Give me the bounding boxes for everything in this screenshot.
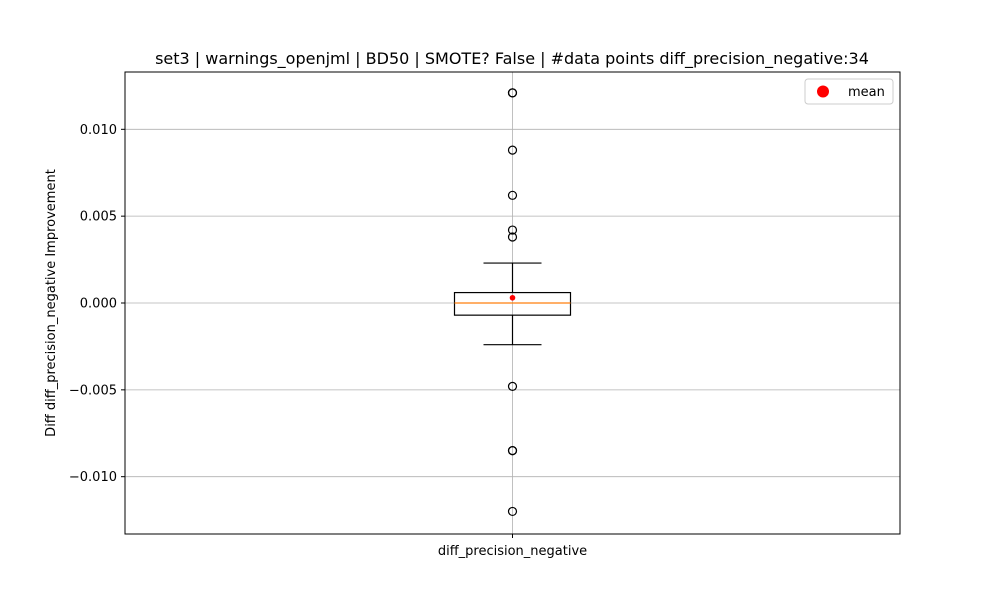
mean-marker	[509, 294, 516, 301]
y-tick-label: 0.000	[80, 297, 117, 312]
outlier-point	[507, 145, 518, 155]
y-tick-label: −0.005	[69, 383, 117, 398]
outlier-point	[507, 506, 518, 517]
outlier-point	[507, 446, 518, 456]
y-tick-label: 0.010	[80, 123, 117, 138]
outlier-point	[507, 225, 518, 235]
y-tick-label: −0.010	[69, 470, 117, 485]
outlier-point	[507, 232, 518, 242]
outlier-point	[507, 381, 518, 391]
y-tick-label: 0.005	[80, 210, 117, 225]
outlier-point	[507, 88, 518, 98]
chart-title: set3 | warnings_openjml | BD50 | SMOTE? …	[155, 49, 869, 69]
legend: mean	[804, 78, 894, 105]
box-iqr	[453, 291, 572, 316]
legend-mean-marker	[817, 85, 829, 98]
outlier-point	[507, 190, 518, 200]
legend-frame	[804, 78, 894, 105]
plot-layer	[453, 88, 572, 517]
tick-layer: −0.010 −0.005 0.000 0.005 0.010 diff_precisio…	[69, 123, 587, 559]
y-axis-label: Diff diff_precision_negative Improvement	[44, 169, 59, 437]
x-tick-label: diff_precision_negative	[438, 544, 587, 559]
legend-mean-label: mean	[848, 85, 885, 100]
